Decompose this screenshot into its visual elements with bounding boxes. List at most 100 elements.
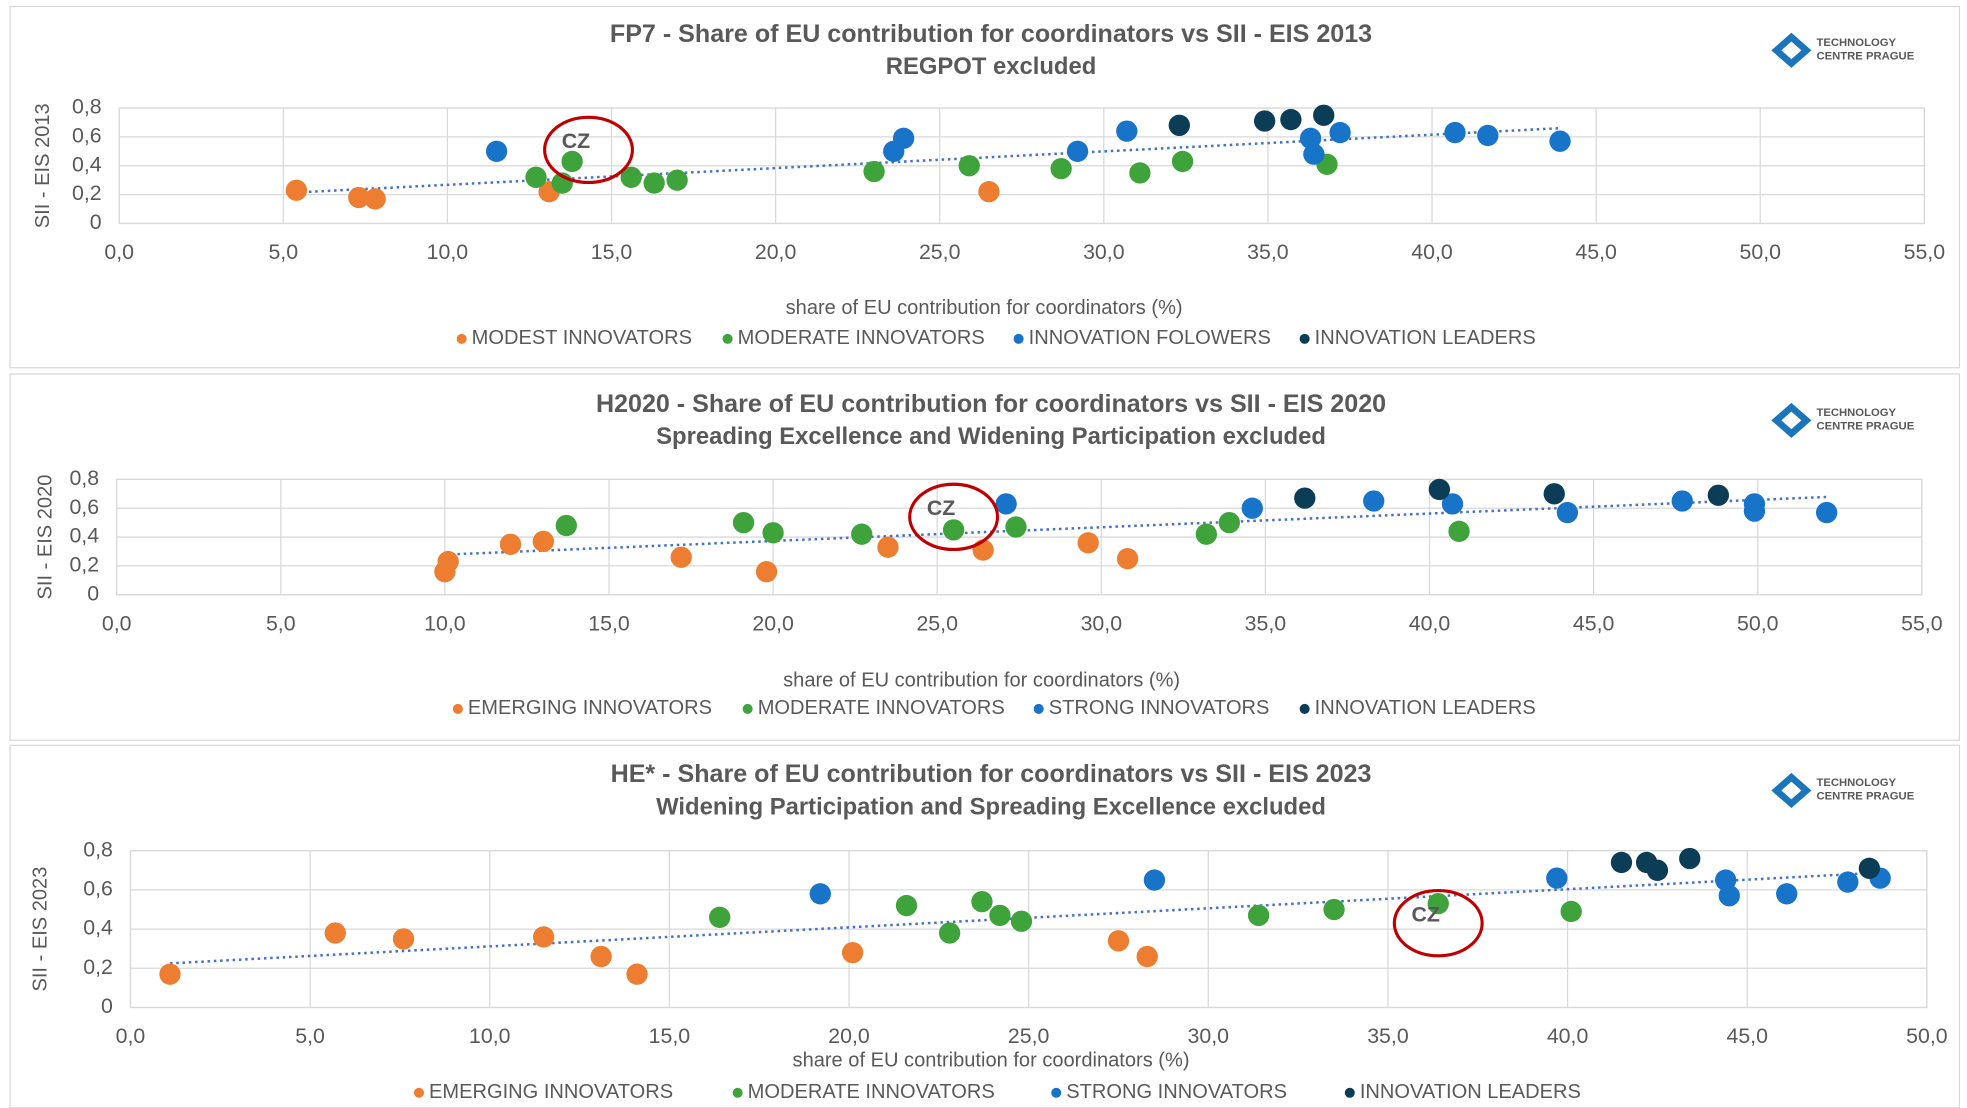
legend-label: INNOVATION LEADERS: [1315, 327, 1536, 349]
point: [978, 181, 1000, 203]
x-tick-label: 30,0: [1188, 1024, 1230, 1048]
point: [1718, 885, 1740, 907]
point: [1707, 484, 1730, 506]
legend-label: MODEST INNOVATORS: [472, 327, 692, 349]
x-tick-label: 30,0: [1081, 612, 1123, 636]
x-tick-label: 20,0: [828, 1024, 870, 1048]
point: [1743, 500, 1766, 522]
point: [732, 511, 755, 534]
x-tick-label: 15,0: [591, 240, 633, 264]
point: [1549, 130, 1571, 152]
x-tick-label: 20,0: [752, 612, 794, 636]
point: [392, 928, 415, 950]
point: [1280, 108, 1302, 131]
x-tick-label: 50,0: [1739, 240, 1781, 264]
x-tick-label: 55,0: [1901, 612, 1943, 636]
x-tick-label: 15,0: [588, 612, 630, 636]
legend-marker: [456, 333, 467, 344]
point: [1815, 501, 1838, 524]
x-tick-label: 35,0: [1367, 1024, 1409, 1048]
point: [1477, 124, 1499, 147]
x-tick-label: 5,0: [295, 1024, 325, 1048]
point: [1168, 114, 1190, 137]
point: [938, 922, 961, 944]
y-tick-label: 0,2: [72, 181, 102, 205]
point: [958, 155, 980, 177]
y-axis-label: SII - EIS 2020: [35, 475, 57, 600]
x-tick-label: 0,0: [102, 612, 132, 636]
x-tick-label: 40,0: [1547, 1024, 1589, 1048]
y-tick-label: 0: [90, 210, 102, 234]
legend-marker: [732, 1087, 743, 1098]
chart-subtitle: REGPOT excluded: [886, 53, 1097, 80]
legend-label: INNOVATION LEADERS: [1360, 1081, 1581, 1103]
x-tick-label: 25,0: [919, 240, 961, 264]
point: [762, 522, 784, 544]
point: [1837, 871, 1859, 893]
point: [1010, 910, 1033, 932]
point: [532, 926, 555, 948]
legend-marker: [742, 703, 753, 714]
point: [1107, 930, 1130, 952]
point: [1077, 532, 1099, 554]
point: [590, 945, 612, 968]
logo-icon: [1771, 32, 1812, 68]
point: [1247, 904, 1270, 927]
legend-label: MODERATE INNOVATORS: [738, 327, 985, 349]
point: [895, 894, 918, 917]
legend-marker: [1299, 703, 1310, 714]
point: [851, 523, 873, 545]
legend-label: MODERATE INNOVATORS: [748, 1081, 995, 1103]
point: [561, 150, 583, 173]
point: [892, 127, 915, 149]
x-tick-label: 20,0: [755, 240, 797, 264]
x-tick-label: 55,0: [1904, 240, 1946, 264]
trendline: [296, 126, 1561, 194]
point: [1294, 487, 1316, 509]
chart-title: H2020 - Share of EU contribution for coo…: [596, 390, 1386, 418]
point: [1171, 150, 1194, 173]
annotation-label: CZ: [927, 496, 955, 520]
point: [666, 169, 688, 191]
point: [1066, 140, 1089, 162]
point: [348, 186, 370, 209]
logo-text: CENTRE PRAGUE: [1816, 51, 1914, 63]
x-tick-label: 35,0: [1245, 612, 1287, 636]
point: [1546, 867, 1568, 889]
legend-label: STRONG INNOVATORS: [1066, 1081, 1287, 1103]
x-tick-label: 10,0: [424, 612, 466, 636]
y-tick-label: 0,4: [72, 152, 102, 176]
chart-title: HE* - Share of EU contribution for coord…: [611, 760, 1372, 788]
y-tick-label: 0,2: [83, 955, 113, 979]
point: [1116, 120, 1138, 142]
legend-label: STRONG INNOVATORS: [1049, 697, 1270, 719]
annotation-circle: [908, 482, 1000, 552]
annotation-circle: [1392, 889, 1484, 958]
y-tick-label: 0,4: [69, 524, 99, 548]
x-tick-label: 5,0: [266, 612, 296, 636]
trendline: [444, 495, 1827, 556]
x-tick-label: 50,0: [1906, 1024, 1948, 1048]
x-tick-label: 30,0: [1083, 240, 1125, 264]
point: [1313, 104, 1335, 126]
point: [434, 561, 456, 583]
y-tick-label: 0,4: [83, 916, 113, 940]
point: [1143, 869, 1166, 891]
point: [1241, 497, 1263, 519]
x-axis-label: share of EU contribution for coordinator…: [786, 297, 1183, 319]
logo-text: TECHNOLOGY: [1816, 407, 1896, 419]
x-axis-label: share of EU contribution for coordinator…: [793, 1050, 1190, 1072]
point: [942, 519, 965, 541]
chart-title: FP7 - Share of EU contribution for coord…: [610, 20, 1372, 48]
point: [1776, 883, 1798, 905]
legend-marker: [1344, 1087, 1355, 1098]
point: [285, 179, 308, 201]
point: [499, 533, 522, 555]
point: [995, 493, 1017, 515]
logo-text: CENTRE PRAGUE: [1816, 791, 1914, 803]
x-tick-label: 45,0: [1726, 1024, 1768, 1048]
point: [1129, 162, 1151, 184]
legend-label: INNOVATION FOLOWERS: [1029, 327, 1271, 349]
x-tick-label: 25,0: [916, 612, 958, 636]
point: [1610, 851, 1633, 874]
